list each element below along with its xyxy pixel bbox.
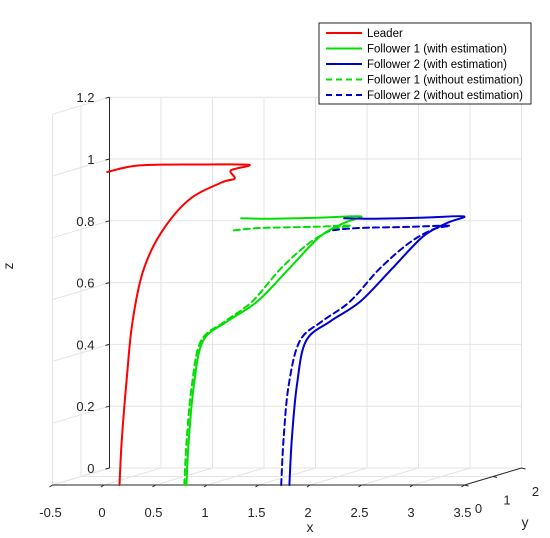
z-tick-mark — [105, 282, 110, 285]
x-tick-label: 1.5 — [247, 505, 265, 520]
x-tick-label: 1 — [201, 505, 208, 520]
y-tick-label: 1 — [503, 493, 510, 508]
legend-label-5: Follower 2 (without estimation) — [367, 90, 523, 102]
grid-line — [52, 343, 110, 362]
legend-label-2: Follower 1 (with estimation) — [367, 44, 507, 56]
x-tick-label: 3.5 — [453, 505, 471, 520]
y-tick-mark — [521, 467, 526, 470]
x-tick-label: 2.5 — [350, 505, 368, 520]
x-tick-label: 3 — [407, 505, 414, 520]
x-tick-label: 0.5 — [144, 505, 162, 520]
x-tick-mark — [100, 484, 105, 488]
grid-line — [52, 405, 110, 424]
series-lines — [106, 163, 466, 486]
z-tick-mark — [105, 96, 110, 99]
grid-line — [52, 158, 110, 177]
x-tick-mark — [203, 484, 208, 488]
series-line-2 — [185, 215, 363, 486]
z-tick-mark — [105, 220, 110, 223]
z-tick-label: 0.6 — [76, 276, 94, 291]
legend: Leader Follower 1 (with estimation) Follow… — [318, 22, 532, 105]
y-tick-mark — [492, 476, 498, 478]
x-tick-mark — [358, 484, 362, 488]
z-tick-label: 1 — [87, 152, 94, 167]
z-tick-label: 0.2 — [76, 399, 94, 414]
series-line-4 — [183, 224, 353, 486]
z-tick-label: 0 — [87, 461, 94, 476]
x-tick-mark — [409, 484, 414, 488]
x-tick-mark — [461, 484, 465, 488]
z-axis-label: z — [0, 263, 16, 270]
x-tick-mark — [306, 484, 311, 488]
grid-line — [52, 467, 110, 486]
y-axis-label: y — [522, 514, 529, 530]
x-tick-mark — [152, 484, 156, 488]
grid-line — [52, 220, 110, 239]
y-tick-label: 0 — [475, 501, 482, 516]
x-tick-mark — [49, 484, 53, 488]
tick-labels: -0.5 0 0.5 1 1.5 2 2.5 3 3.5 0 1 2 0 0.2 0.4 0.6 0.8 1 1.2 — [39, 90, 539, 520]
z-tick-mark — [105, 405, 110, 408]
x-tick-mark — [255, 484, 259, 488]
series-line-1 — [106, 163, 251, 486]
z-tick-mark — [105, 158, 110, 161]
legend-label-1: Leader — [367, 28, 403, 40]
z-tick-label: 0.8 — [76, 214, 94, 229]
x-tick-label: 0 — [98, 505, 105, 520]
x-tick-label: -0.5 — [39, 505, 61, 520]
z-tick-mark — [105, 343, 110, 346]
x-axis-label: x — [307, 519, 314, 535]
legend-label-4: Follower 1 (without estimation) — [367, 75, 523, 87]
legend-label-3: Follower 2 (with estimation) — [367, 59, 507, 71]
x-tick-label: 2 — [304, 505, 311, 520]
grid-line — [52, 96, 110, 115]
z-tick-mark — [105, 467, 110, 470]
grid-line — [52, 282, 110, 301]
z-tick-label: 1.2 — [76, 90, 94, 105]
y-tick-label: 2 — [532, 484, 539, 499]
series-line-3 — [288, 215, 466, 486]
z-tick-label: 0.4 — [76, 337, 94, 352]
y-tick-mark — [464, 484, 469, 487]
series-line-5 — [280, 224, 452, 486]
